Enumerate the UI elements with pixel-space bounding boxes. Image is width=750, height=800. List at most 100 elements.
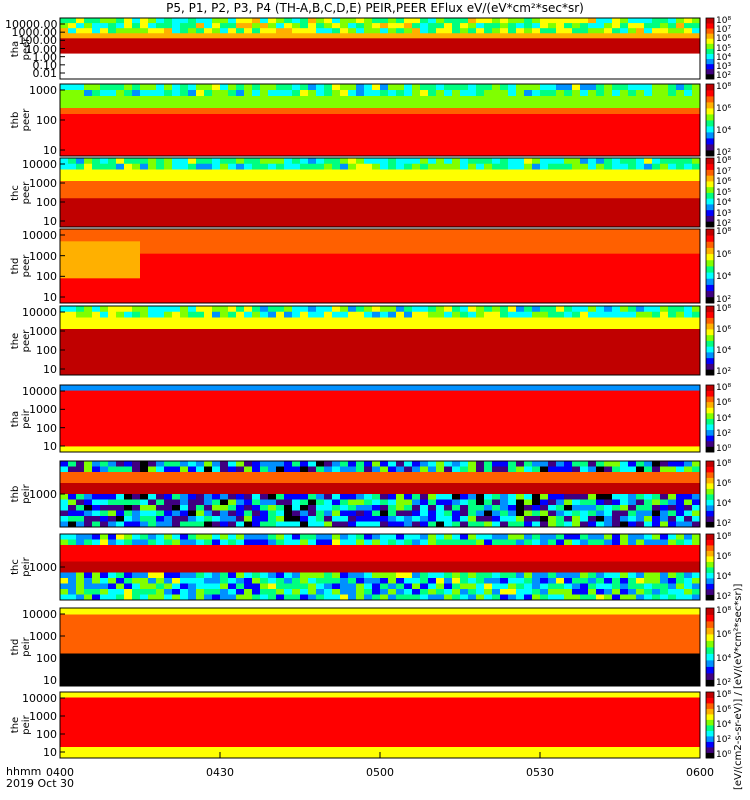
heatmap-cell bbox=[588, 272, 597, 279]
heatmap-cell bbox=[604, 329, 613, 336]
heatmap-cell bbox=[452, 352, 461, 359]
heatmap-cell bbox=[516, 296, 525, 304]
heatmap-cell bbox=[548, 163, 557, 170]
heatmap-cell bbox=[620, 323, 629, 330]
heatmap-cell bbox=[636, 204, 645, 211]
heatmap-cell bbox=[188, 334, 197, 341]
heatmap-cell bbox=[540, 229, 549, 236]
heatmap-cell bbox=[548, 229, 557, 236]
heatmap-cell bbox=[180, 272, 189, 279]
heatmap-cell bbox=[444, 352, 453, 359]
heatmap-cell bbox=[532, 120, 541, 127]
heatmap-cell bbox=[84, 306, 93, 313]
heatmap-cell bbox=[348, 169, 357, 176]
heatmap-cell bbox=[116, 306, 125, 313]
heatmap-cell bbox=[292, 53, 301, 60]
heatmap-cell bbox=[692, 259, 701, 267]
heatmap-cell bbox=[604, 266, 613, 273]
heatmap-cell bbox=[380, 192, 389, 199]
heatmap-cell bbox=[60, 435, 69, 442]
heatmap-cell bbox=[508, 48, 517, 54]
heatmap-cell bbox=[596, 235, 605, 242]
heatmap-cell bbox=[76, 28, 85, 34]
heatmap-cell bbox=[404, 346, 413, 353]
heatmap-cell bbox=[588, 84, 597, 91]
heatmap-cell bbox=[212, 28, 221, 34]
heatmap-cell bbox=[236, 306, 245, 313]
heatmap-cell bbox=[532, 138, 541, 145]
heatmap-cell bbox=[516, 192, 525, 199]
heatmap-cell bbox=[396, 229, 405, 236]
heatmap-cell bbox=[372, 334, 381, 341]
heatmap-cell bbox=[124, 323, 133, 330]
heatmap-cell bbox=[388, 138, 397, 145]
heatmap-cell bbox=[628, 209, 637, 216]
heatmap-cell bbox=[356, 120, 365, 127]
heatmap-cell bbox=[60, 278, 69, 285]
heatmap-cell bbox=[332, 363, 341, 370]
heatmap-cell bbox=[340, 28, 349, 34]
heatmap-cell bbox=[628, 192, 637, 199]
heatmap-cell bbox=[460, 247, 469, 255]
heatmap-cell bbox=[636, 144, 645, 151]
heatmap-cell bbox=[684, 108, 693, 115]
heatmap-cell bbox=[660, 235, 669, 242]
heatmap-cell bbox=[412, 90, 421, 97]
heatmap-cell bbox=[628, 346, 637, 353]
heatmap-cell bbox=[660, 102, 669, 109]
heatmap-cell bbox=[140, 132, 149, 139]
heatmap-cell bbox=[628, 84, 637, 91]
heatmap-cell bbox=[412, 306, 421, 313]
heatmap-cell bbox=[236, 241, 245, 248]
heatmap-cell bbox=[316, 235, 325, 242]
heatmap-cell bbox=[460, 108, 469, 115]
heatmap-cell bbox=[388, 266, 397, 273]
heatmap-cell bbox=[644, 209, 653, 216]
heatmap-cell bbox=[452, 169, 461, 176]
heatmap-cell bbox=[108, 68, 117, 75]
heatmap-cell bbox=[372, 150, 381, 157]
heatmap-cell bbox=[620, 114, 629, 121]
heatmap-cell bbox=[292, 144, 301, 151]
heatmap-cell bbox=[164, 278, 173, 285]
heatmap-cell bbox=[284, 28, 293, 34]
heatmap-cell bbox=[484, 247, 493, 255]
heatmap-cell bbox=[580, 323, 589, 330]
heatmap-cell bbox=[356, 126, 365, 133]
heatmap-cell bbox=[364, 144, 373, 151]
colorbar-swatch bbox=[706, 58, 714, 65]
heatmap-cell bbox=[196, 102, 205, 109]
heatmap-cell bbox=[292, 346, 301, 353]
heatmap-cell bbox=[684, 43, 693, 49]
heatmap-cell bbox=[292, 259, 301, 267]
heatmap-cell bbox=[548, 369, 557, 376]
heatmap-cell bbox=[612, 290, 621, 298]
heatmap-cell bbox=[108, 435, 117, 442]
heatmap-cell bbox=[172, 102, 181, 109]
heatmap-cell bbox=[116, 96, 125, 103]
heatmap-cell bbox=[116, 158, 125, 165]
heatmap-cell bbox=[84, 63, 93, 70]
heatmap-cell bbox=[68, 198, 77, 205]
heatmap-cell bbox=[628, 144, 637, 151]
heatmap-cell bbox=[212, 18, 221, 24]
heatmap-cell bbox=[132, 120, 141, 127]
heatmap-cell bbox=[76, 340, 85, 347]
heatmap-cell bbox=[484, 48, 493, 54]
heatmap-cell bbox=[612, 209, 621, 216]
heatmap-cell bbox=[220, 221, 229, 228]
heatmap-cell bbox=[76, 96, 85, 103]
heatmap-cell bbox=[236, 296, 245, 304]
heatmap-cell bbox=[180, 290, 189, 298]
heatmap-cell bbox=[396, 340, 405, 347]
heatmap-cell bbox=[460, 144, 469, 151]
heatmap-cell bbox=[452, 198, 461, 205]
heatmap-cell bbox=[204, 114, 213, 121]
heatmap-cell bbox=[284, 204, 293, 211]
heatmap-cell bbox=[76, 43, 85, 49]
heatmap-cell bbox=[244, 284, 253, 292]
heatmap-cell bbox=[340, 329, 349, 336]
heatmap-cell bbox=[364, 186, 373, 193]
heatmap-cell bbox=[588, 169, 597, 176]
heatmap-cell bbox=[292, 175, 301, 182]
